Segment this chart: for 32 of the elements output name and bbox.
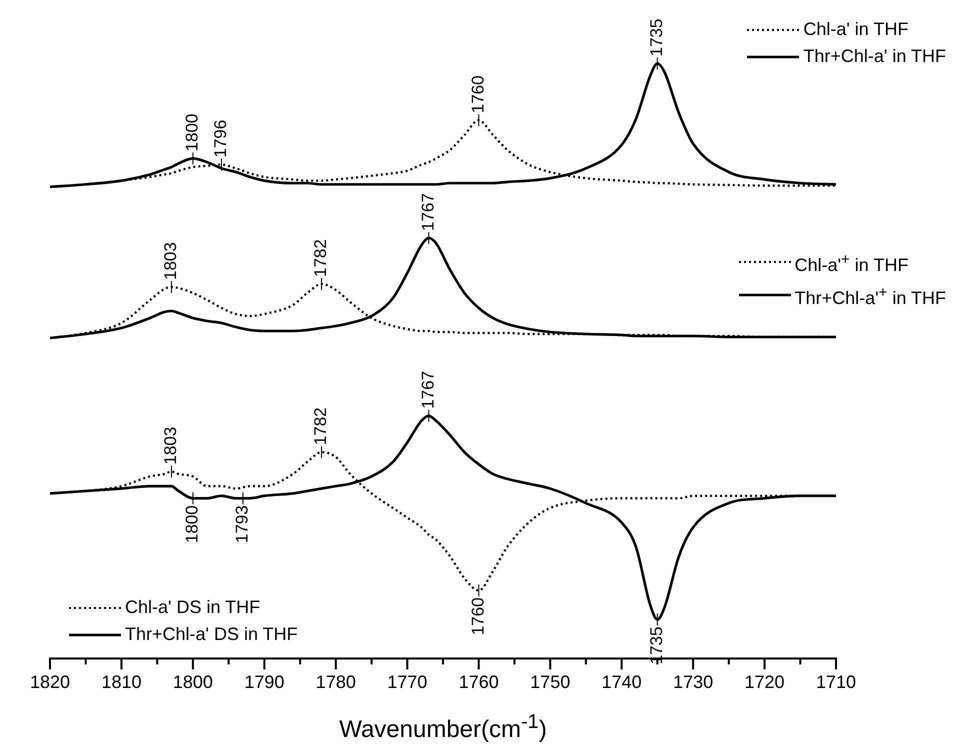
annotation: 1782 (311, 407, 330, 446)
x-tick-label: 1780 (316, 672, 356, 692)
annotation: 1760 (468, 597, 488, 636)
x-tick-label: 1720 (744, 672, 785, 692)
annotation: 1760 (468, 75, 488, 114)
annotation: 1803 (161, 426, 180, 465)
legend-label: Thr+Chl-a' DS in THF (125, 623, 298, 646)
annotation: 1793 (232, 505, 252, 544)
x-tick-label: 1730 (673, 672, 714, 692)
annotation: 1767 (418, 370, 438, 409)
legend-label: Chl-a' in THF (803, 18, 908, 41)
legend-label: Thr+Chl-a'$^{+}$ in THF (794, 282, 946, 310)
legend-label: Chl-a' DS in THF (125, 596, 260, 619)
x-tick-label: 1810 (101, 672, 142, 692)
annotation: 1803 (161, 242, 180, 280)
annotation: 1782 (311, 239, 330, 277)
annotation: 1800 (182, 505, 202, 544)
x-tick-label: 1710 (816, 672, 856, 692)
x-tick-label: 1770 (387, 672, 428, 692)
x-tick-label: 1760 (458, 672, 499, 692)
x-tick-label: 1800 (172, 672, 213, 692)
annotation: 1796 (211, 120, 230, 158)
x-tick-label: 1820 (30, 672, 70, 692)
x-tick-label: 1790 (244, 672, 284, 692)
annotation: 1800 (182, 114, 202, 152)
legend-label: Thr+Chl-a' in THF (803, 45, 946, 68)
x-tick-label: 1740 (602, 672, 642, 692)
annotation: 1767 (418, 193, 438, 231)
x-axis-title: Wavenumber(cm$^{-1}$) (338, 711, 548, 744)
x-tick-label: 1750 (530, 672, 570, 692)
annotation: 1735 (647, 18, 666, 56)
legend-label: Chl-a'$^{+}$ in THF (794, 250, 908, 276)
